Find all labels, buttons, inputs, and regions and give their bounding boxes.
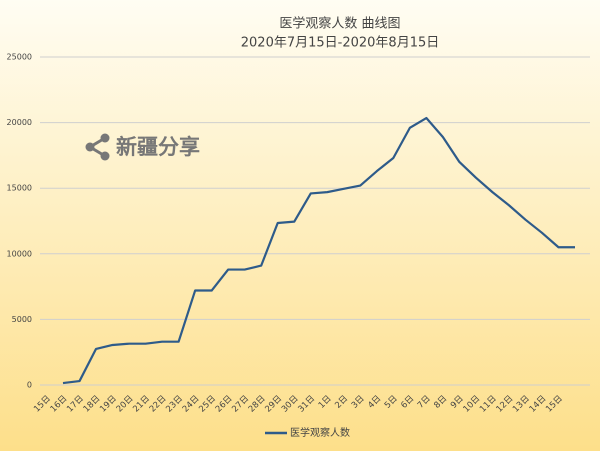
y-tick-label: 20000 <box>7 118 32 127</box>
y-tick-label: 5000 <box>12 315 32 324</box>
watermark-text: 新疆分享 <box>116 135 200 159</box>
y-tick-label: 0 <box>27 381 32 390</box>
chart-title: 医学观察人数 曲线图 <box>279 16 400 32</box>
legend-label: 医学观察人数 <box>290 426 350 439</box>
y-tick-label: 25000 <box>7 53 32 62</box>
y-tick-label: 10000 <box>7 249 32 258</box>
y-tick-label: 15000 <box>7 184 32 193</box>
line-series <box>62 116 575 385</box>
watermark-icon <box>87 136 106 158</box>
watermark: 新疆分享 <box>85 133 200 161</box>
chart-subtitle: 2020年7月15日-2020年8月15日 <box>241 36 440 51</box>
legend: 医学观察人数 <box>265 426 350 439</box>
